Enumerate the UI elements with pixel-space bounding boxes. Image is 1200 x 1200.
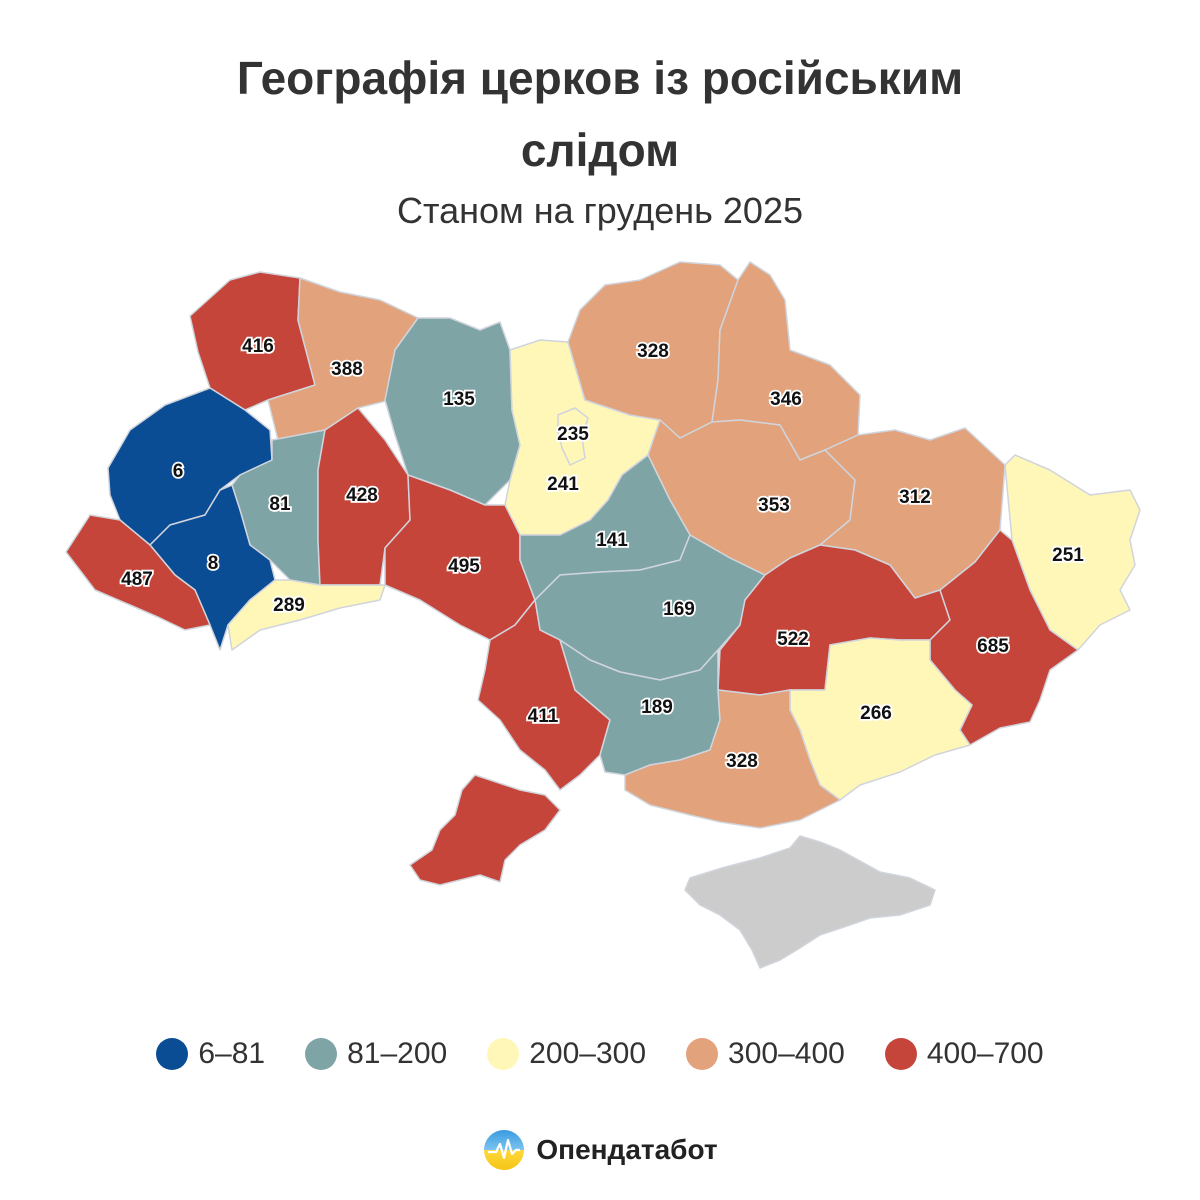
map-legend: 6–81 81–200 200–300 300–400 400–700	[0, 1032, 1200, 1076]
legend-label: 200–300	[529, 1037, 647, 1070]
legend-item: 81–200	[305, 1037, 447, 1071]
label-kherson: 328	[726, 751, 758, 772]
label-rivne: 388	[331, 359, 363, 380]
region-kherson[interactable]	[624, 689, 841, 829]
legend-label: 81–200	[347, 1037, 448, 1070]
label-chernihiv: 328	[637, 341, 669, 362]
brand-name: Опендатабот	[536, 1134, 718, 1165]
label-dnipropetrovsk: 522	[777, 629, 809, 650]
page-subtitle: Станом на грудень 2025	[397, 190, 803, 231]
label-volyn: 416	[242, 336, 274, 357]
legend-swatch	[156, 1038, 189, 1070]
legend-item: 200–300	[487, 1037, 646, 1071]
page-title: Географія церков із російським слідом	[100, 42, 1100, 186]
legend-swatch	[686, 1038, 719, 1070]
legend-swatch	[884, 1038, 917, 1070]
legend-swatch	[487, 1038, 520, 1070]
label-luhansk: 251	[1052, 545, 1084, 566]
label-khmelnytskyi: 428	[346, 485, 378, 506]
region-khmelnytskyi[interactable]	[317, 407, 411, 586]
label-cherkasy: 141	[596, 530, 628, 551]
label-kyiv-oblast: 235	[557, 424, 589, 445]
label-zakarpattia: 487	[121, 569, 153, 590]
label-ternopil: 81	[269, 494, 291, 515]
region-odesa-south	[409, 774, 561, 886]
legend-item: 400–700	[884, 1037, 1044, 1071]
legend-item: 300–400	[686, 1037, 845, 1071]
label-poltava: 353	[758, 495, 790, 516]
region-chernivtsi[interactable]	[227, 579, 386, 651]
brand-footer: Опендатабот	[0, 1128, 1200, 1172]
legend-swatch	[305, 1038, 338, 1070]
label-kharkiv: 312	[899, 487, 931, 508]
label-chernivtsi: 289	[273, 595, 305, 616]
label-zhytomyr: 135	[443, 389, 475, 410]
label-mykolaiv: 189	[641, 697, 673, 718]
opendatabot-logo-icon	[484, 1130, 525, 1170]
region-odesa[interactable]	[477, 599, 611, 791]
label-kirovohrad: 169	[663, 599, 695, 620]
legend-label: 6–81	[198, 1037, 266, 1070]
label-kyiv-city: 241	[547, 474, 579, 495]
legend-label: 400–700	[926, 1037, 1044, 1070]
region-kyiv-city[interactable]	[557, 407, 589, 466]
label-lviv: 6	[173, 461, 184, 482]
label-vinnytsia: 495	[448, 556, 480, 577]
region-crimea	[684, 835, 936, 969]
label-zaporizhzhia: 266	[860, 703, 892, 724]
label-odesa: 411	[528, 706, 559, 727]
label-ivano-frankivsk: 8	[208, 553, 219, 574]
region-zakarpattia[interactable]	[65, 514, 211, 631]
title-line-1: Географія церков із російським	[236, 52, 964, 104]
legend-item: 6–81	[156, 1037, 265, 1071]
title-line-2: слідом	[520, 124, 680, 176]
label-donetsk: 685	[977, 636, 1009, 657]
label-sumy: 346	[770, 389, 802, 410]
legend-label: 300–400	[728, 1037, 845, 1070]
